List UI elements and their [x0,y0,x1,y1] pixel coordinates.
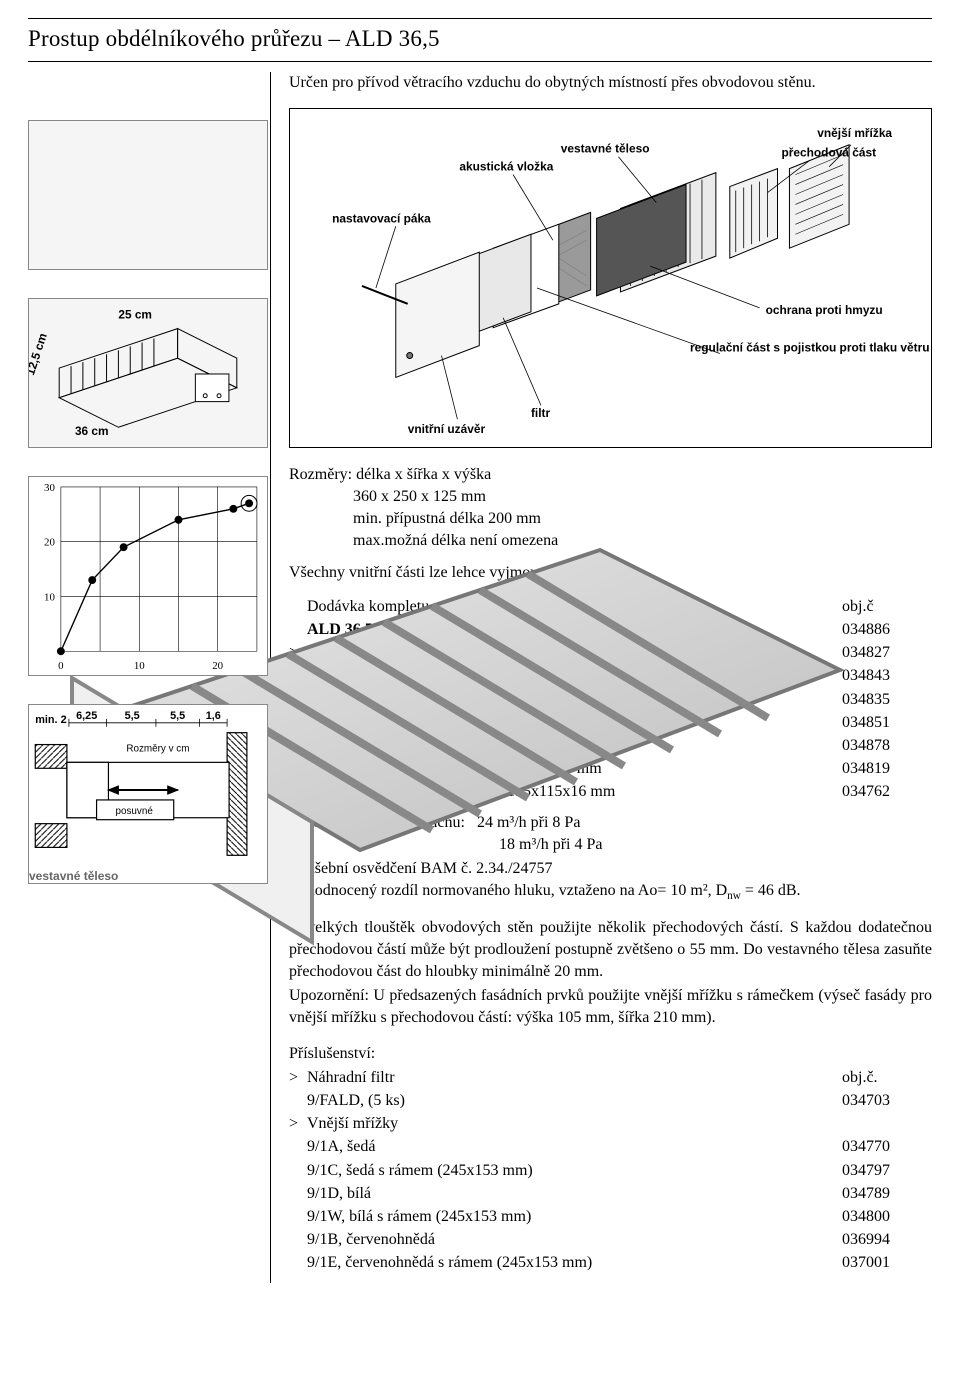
isometric-drawing: 25 cm 12,5 cm 36 cm [28,298,268,448]
iso-dim-d: 36 cm [75,424,109,438]
sec-d3: 5,5 [170,710,185,722]
exploded-diagram: vnější mřížka přechodová část vestavné t… [289,108,932,448]
sec-d4: 1,6 [206,710,221,722]
sec-d1: 6,25 [76,710,97,722]
lbl-vnejsi-mrizka: vnější mřížka [817,126,892,140]
lbl-regulacni: regulační část s pojistkou proti tlaku v… [690,340,930,354]
svg-text:10: 10 [44,591,55,603]
section-caption: vestavné těleso [29,868,118,885]
section-drawing: min. 2 6,25 5,5 5,5 1,6 [28,704,268,884]
svg-text:30: 30 [44,482,55,494]
svg-text:10: 10 [134,660,145,672]
sec-d2: 5,5 [125,710,140,722]
iso-dim-w: 25 cm [118,307,152,321]
iso-dim-h: 12,5 cm [29,331,50,377]
svg-text:0: 0 [58,660,64,672]
airflow-chart: 0 10 20 10 20 30 [28,476,268,676]
lbl-filtr: filtr [531,406,551,420]
svg-text:20: 20 [44,536,55,548]
sec-slider-label: posuvné [115,806,153,817]
lbl-nastavovaci: nastavovací páka [332,211,431,225]
product-photo [28,120,268,270]
sec-units: Rozměry v cm [126,743,189,754]
svg-text:20: 20 [212,660,223,672]
lbl-ochrana-hmyz: ochrana proti hmyzu [766,303,883,317]
lbl-vnitrni-uzaver: vnitřní uzávěr [408,422,486,436]
lbl-akusticka: akustická vložka [459,159,553,173]
left-column: 25 cm 12,5 cm 36 cm 0 10 20 10 20 30 [28,72,268,1283]
sec-min2: min. 2 [35,714,66,726]
lbl-prechodova-cast: přechodová část [781,146,876,160]
two-column-layout: 25 cm 12,5 cm 36 cm 0 10 20 10 20 30 [28,72,932,1283]
lbl-vestavne-teleso: vestavné těleso [561,142,650,156]
